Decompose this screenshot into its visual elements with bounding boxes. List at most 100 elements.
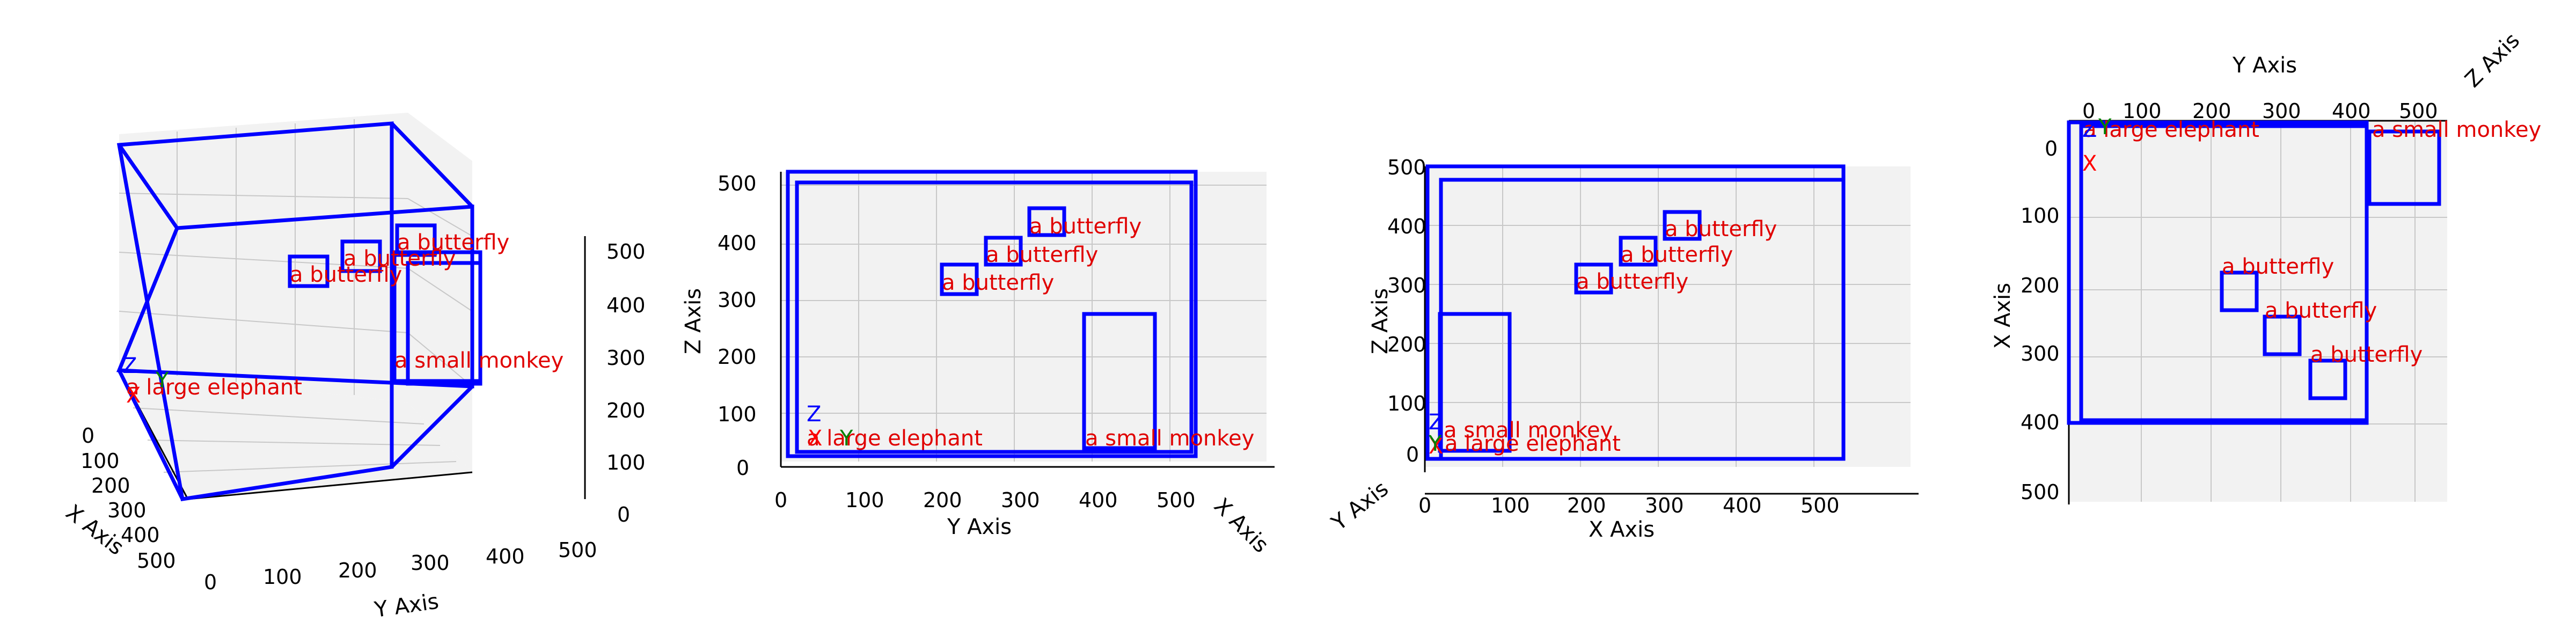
grid-lines: [781, 172, 1267, 462]
label-monkey: a small monkey: [2372, 118, 2541, 142]
svg-text:0: 0: [2082, 99, 2095, 123]
top-view: a large elephant a small monkey a butter…: [1932, 0, 2576, 644]
label-butterfly-1: a butterfly: [1576, 269, 1688, 294]
y-axis-title: Y Axis: [2232, 53, 2297, 78]
svg-text:200: 200: [1567, 494, 1606, 517]
svg-text:400: 400: [718, 231, 757, 255]
elephant-box: [786, 170, 1198, 458]
svg-text:200: 200: [338, 559, 377, 582]
monkey-box: [1082, 312, 1157, 450]
label-butterfly-3: a butterfly: [1665, 217, 1777, 241]
svg-text:0: 0: [82, 424, 94, 448]
svg-text:100: 100: [606, 451, 644, 474]
label-butterfly-2: a butterfly: [1621, 243, 1733, 267]
svg-text:100: 100: [2123, 99, 2162, 123]
side-plot: a large elephant a small monkey a butter…: [1327, 156, 1919, 542]
z-marker: Z: [1429, 410, 1443, 435]
x-ticks: 0 100 200 300 400 500: [2021, 137, 2060, 504]
side-view: a large elephant a small monkey a butter…: [1288, 0, 1932, 644]
x-marker: X: [808, 426, 822, 451]
svg-text:200: 200: [1387, 333, 1426, 356]
x-marker: X: [2082, 151, 2097, 176]
z-marker: Z: [807, 402, 821, 427]
svg-text:500: 500: [2399, 99, 2438, 123]
side-pane: [1425, 166, 1911, 467]
svg-text:400: 400: [1079, 488, 1118, 512]
y-marker: Y: [839, 426, 853, 451]
svg-text:100: 100: [263, 565, 302, 589]
x-axis-title: X Axis: [1209, 494, 1274, 558]
svg-text:0: 0: [1406, 443, 1419, 466]
label-butterfly-3: a butterfly: [397, 230, 509, 255]
svg-text:100: 100: [845, 488, 884, 512]
monkey-box: [392, 250, 482, 386]
svg-text:0: 0: [774, 488, 787, 512]
svg-text:200: 200: [606, 399, 644, 422]
label-elephant: a large elephant: [807, 426, 983, 451]
z-ticks: 0 100 200 300 400 500: [718, 172, 757, 480]
y-axis-title: Y Axis: [1327, 477, 1393, 536]
svg-text:400: 400: [606, 294, 644, 317]
svg-text:400: 400: [1387, 215, 1426, 238]
perspective-view: a large elephant a small monkey a butter…: [0, 0, 644, 644]
x-marker: X: [126, 383, 141, 408]
svg-text:0: 0: [204, 570, 217, 594]
z-ticks: 0 100 200 300 400 500: [1387, 156, 1426, 466]
svg-text:100: 100: [1387, 392, 1426, 415]
label-butterfly-1: a butterfly: [942, 270, 1054, 295]
front-plot: a large elephant a small monkey a butter…: [681, 170, 1275, 558]
label-butterfly-1: a butterfly: [2222, 254, 2334, 279]
elephant-box: [116, 121, 474, 501]
label-butterfly-3: a butterfly: [2310, 342, 2423, 367]
label-butterfly-2: a butterfly: [2265, 298, 2377, 323]
svg-text:500: 500: [137, 549, 176, 573]
label-elephant: a large elephant: [126, 375, 302, 400]
z-axis-title: Z Axis: [2461, 28, 2525, 92]
svg-text:100: 100: [718, 402, 757, 426]
monkey-box: [2367, 129, 2441, 206]
x-axis-title: X Axis: [1589, 517, 1655, 542]
svg-text:300: 300: [606, 346, 644, 370]
svg-text:300: 300: [1001, 488, 1040, 512]
svg-text:100: 100: [2021, 204, 2060, 228]
svg-text:300: 300: [107, 499, 147, 522]
y-ticks: 0 100 200 300 400 500: [204, 538, 597, 594]
svg-text:300: 300: [2262, 99, 2301, 123]
z-axis-title: Z Axis: [681, 288, 706, 354]
monkey-box: [1438, 312, 1512, 453]
svg-text:200: 200: [923, 488, 962, 512]
svg-text:500: 500: [718, 172, 757, 195]
y-axis-title: Y Axis: [372, 589, 440, 623]
butterfly-boxes: [940, 206, 1066, 296]
label-elephant: a large elephant: [1445, 431, 1621, 456]
label-monkey: a small monkey: [1444, 418, 1613, 443]
label-monkey: a small monkey: [394, 348, 564, 373]
svg-text:100: 100: [80, 449, 120, 473]
label-butterfly-1: a butterfly: [290, 262, 402, 287]
elephant-box: [2067, 120, 2369, 425]
svg-text:500: 500: [1157, 488, 1196, 512]
svg-text:200: 200: [718, 345, 757, 369]
svg-text:300: 300: [2021, 342, 2060, 365]
svg-text:400: 400: [2021, 411, 2060, 434]
x-axis-title: X Axis: [1990, 283, 2015, 349]
label-butterfly-2: a butterfly: [343, 246, 456, 271]
label-monkey: a small monkey: [1085, 426, 1254, 451]
front-pane: [781, 172, 1267, 462]
label-butterfly-2: a butterfly: [986, 243, 1098, 267]
svg-text:0: 0: [736, 456, 749, 480]
x-ticks: 0 100 200 300 400 500: [80, 424, 176, 573]
y-marker: Y: [1428, 431, 1442, 456]
svg-text:500: 500: [606, 240, 644, 264]
svg-text:500: 500: [1387, 156, 1426, 179]
y-ticks: 0 100 200 300 400 500: [774, 488, 1196, 512]
svg-text:400: 400: [486, 545, 525, 568]
svg-text:400: 400: [121, 523, 160, 547]
grid-lines: [2069, 121, 2447, 502]
z-axis-title: Z Axis: [1368, 288, 1393, 354]
svg-text:0: 0: [2045, 137, 2058, 160]
label-butterfly-3: a butterfly: [1029, 214, 1141, 239]
y-axis-title: Y Axis: [947, 515, 1012, 539]
butterfly-boxes: [288, 223, 437, 288]
svg-text:0: 0: [1418, 494, 1431, 517]
